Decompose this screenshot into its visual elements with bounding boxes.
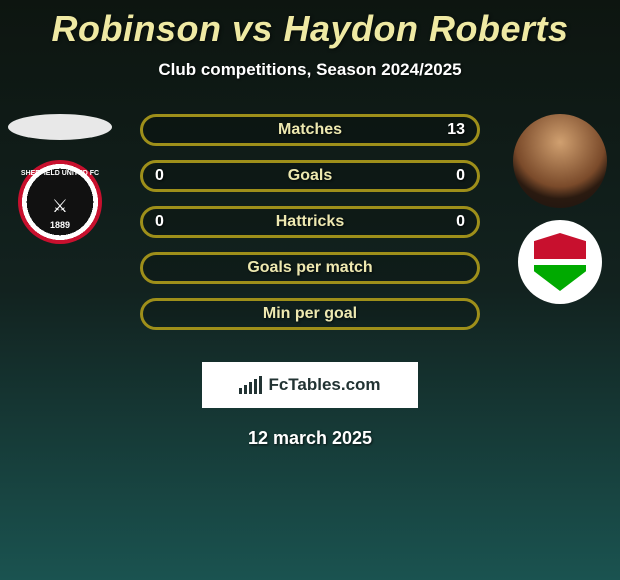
stat-label: Goals xyxy=(288,167,332,185)
brand-name: FcTables.com xyxy=(268,375,380,395)
club-badge-left: SHEFFIELD UNITED FC ⚔ 1889 xyxy=(18,160,102,244)
bar-icon-segment xyxy=(239,388,242,394)
stat-rows: Matches 13 0 Goals 0 0 Hattricks 0 Goals per mat… xyxy=(140,114,480,330)
stat-right-value: 0 xyxy=(441,213,465,231)
page-title: Robinson vs Haydon Roberts xyxy=(0,0,620,50)
stat-label: Min per goal xyxy=(263,305,357,323)
club-badge-left-text: SHEFFIELD UNITED FC xyxy=(21,170,99,177)
swords-icon: ⚔ xyxy=(52,196,68,217)
club-badge-right xyxy=(518,220,602,304)
stat-row: 0 Goals 0 xyxy=(140,160,480,192)
subtitle: Club competitions, Season 2024/2025 xyxy=(0,60,620,80)
bar-icon-segment xyxy=(249,382,252,394)
stat-label: Hattricks xyxy=(276,213,344,231)
comparison-panel: SHEFFIELD UNITED FC ⚔ 1889 Matches 13 0 Goa… xyxy=(0,114,620,344)
stat-left-value: 0 xyxy=(155,213,179,231)
stat-row: Min per goal xyxy=(140,298,480,330)
stat-row: 0 Hattricks 0 xyxy=(140,206,480,238)
club-badge-left-year: 1889 xyxy=(50,220,70,230)
bar-chart-icon xyxy=(239,376,262,394)
stat-right-value: 13 xyxy=(441,121,465,139)
stat-left-value: 0 xyxy=(155,167,179,185)
bar-icon-segment xyxy=(244,385,247,394)
stat-row: Goals per match xyxy=(140,252,480,284)
stat-row: Matches 13 xyxy=(140,114,480,146)
shield-icon xyxy=(534,233,586,291)
date-label: 12 march 2025 xyxy=(0,428,620,449)
player-avatar-right xyxy=(513,114,607,208)
right-player-column xyxy=(508,114,612,304)
bar-icon-segment xyxy=(259,376,262,394)
bar-icon-segment xyxy=(254,379,257,394)
brand-badge: FcTables.com xyxy=(202,362,418,408)
player-avatar-left xyxy=(8,114,112,140)
left-player-column: SHEFFIELD UNITED FC ⚔ 1889 xyxy=(8,114,112,244)
stat-right-value: 0 xyxy=(441,167,465,185)
stat-label: Goals per match xyxy=(247,259,372,277)
stat-label: Matches xyxy=(278,121,342,139)
